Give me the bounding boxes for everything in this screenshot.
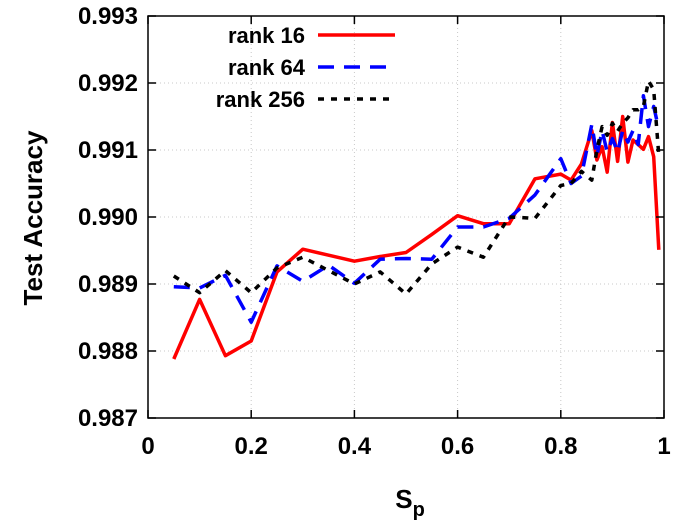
series-line-rank-64 — [173, 93, 661, 324]
legend-entry: rank 64 — [228, 55, 395, 80]
x-axis-ticks: 0 0.2 0.4 0.6 0.8 1 — [141, 16, 671, 460]
legend-label: rank 64 — [228, 55, 306, 80]
x-tick-label: 0.6 — [441, 433, 474, 460]
x-tick-label: 0 — [141, 433, 154, 460]
y-tick-label: 0.993 — [78, 3, 138, 30]
y-tick-label: 0.987 — [78, 405, 138, 432]
x-axis-label-main: S — [395, 484, 412, 514]
series-line-rank-16 — [172, 114, 661, 360]
plot-border — [147, 15, 665, 419]
y-tick-label: 0.990 — [78, 204, 138, 231]
legend-label: rank 256 — [216, 87, 305, 112]
y-tick-label: 0.992 — [78, 70, 138, 97]
plot-frame — [147, 15, 665, 419]
legend-entry: rank 16 — [228, 23, 395, 48]
legend-label: rank 16 — [228, 23, 305, 48]
y-tick-label: 0.989 — [78, 271, 138, 298]
y-tick-label: 0.988 — [78, 338, 138, 365]
series-lines — [172, 79, 661, 360]
x-axis-label-subscript: p — [413, 499, 425, 520]
y-tick-label: 0.991 — [78, 137, 138, 164]
x-axis-label: Sp — [395, 484, 425, 520]
x-tick-label: 0.8 — [544, 433, 577, 460]
x-tick-label: 0.4 — [338, 433, 372, 460]
x-tick-label: 1 — [657, 433, 670, 460]
y-axis-ticks: 0.987 0.988 0.989 0.990 0.991 0.992 0.993 — [78, 3, 664, 432]
y-axis-label: Test Accuracy — [18, 130, 48, 305]
legend: rank 16 rank 64 rank 256 — [216, 23, 395, 112]
x-tick-label: 0.2 — [235, 433, 268, 460]
legend-entry: rank 256 — [216, 87, 395, 112]
grid — [148, 16, 664, 418]
series-line-rank-256 — [172, 79, 661, 296]
